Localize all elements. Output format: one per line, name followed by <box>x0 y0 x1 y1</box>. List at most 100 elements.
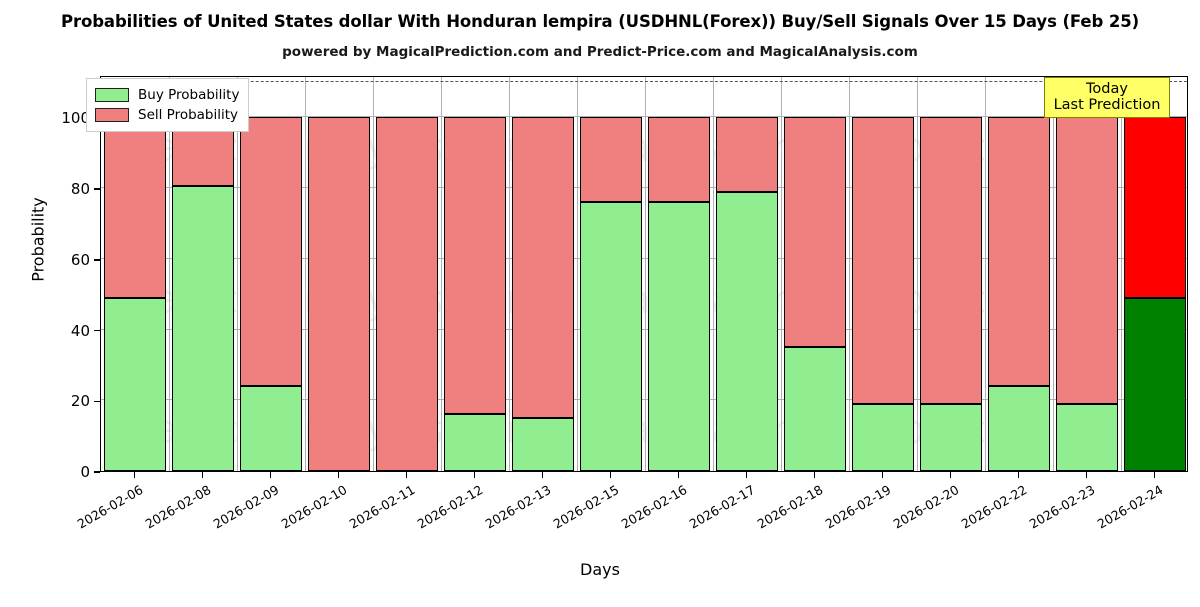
bar-segment-buy <box>1123 297 1187 471</box>
gridline-vertical <box>237 77 238 471</box>
x-tick-mark <box>270 472 272 478</box>
bar-day <box>375 77 439 471</box>
gridline-vertical <box>373 77 374 471</box>
x-tick-mark <box>814 472 816 478</box>
gridline-horizontal <box>101 187 1187 189</box>
y-tick-mark <box>94 188 100 190</box>
chart-legend: Buy Probability Sell Probability <box>86 78 250 132</box>
bar-segment-buy <box>851 403 915 471</box>
legend-label-buy: Buy Probability <box>138 87 240 103</box>
threshold-line <box>101 81 1187 83</box>
gridline-vertical <box>713 77 714 471</box>
bar-segment-buy <box>647 202 711 471</box>
x-tick-mark <box>338 472 340 478</box>
gridline-vertical <box>577 77 578 471</box>
bar-segment-sell <box>1055 117 1119 404</box>
bar-day <box>783 77 847 471</box>
bar-segment-sell <box>239 117 303 387</box>
x-tick-mark <box>746 472 748 478</box>
y-tick-mark <box>94 400 100 402</box>
y-tick-label: 80 <box>70 180 90 199</box>
bar-day <box>307 77 371 471</box>
y-axis-label: Probability <box>28 197 48 282</box>
bar-today <box>1123 77 1187 471</box>
y-tick-label: 40 <box>70 321 90 340</box>
y-tick-label: 100 <box>61 109 90 128</box>
bar-segment-sell <box>987 117 1051 387</box>
legend-label-sell: Sell Probability <box>138 107 239 123</box>
legend-swatch-buy <box>95 88 129 102</box>
bar-segment-sell <box>919 117 983 404</box>
gridline-horizontal <box>101 399 1187 401</box>
bar-segment-buy <box>579 202 643 471</box>
bar-segment-sell <box>1123 117 1187 298</box>
bar-segment-sell <box>715 117 779 192</box>
bar-day <box>647 77 711 471</box>
x-axis-label: Days <box>580 560 620 579</box>
bar-day <box>171 77 235 471</box>
bar-segment-sell <box>851 117 915 404</box>
y-tick-mark <box>94 259 100 261</box>
y-tick-mark <box>94 329 100 332</box>
legend-item-buy: Buy Probability <box>95 85 239 105</box>
x-tick-mark <box>202 472 204 478</box>
bar-segment-buy <box>783 347 847 471</box>
plot-area: MagicalAnalysis.comMagicalPrediction.com… <box>100 76 1188 472</box>
page-title: Probabilities of United States dollar Wi… <box>60 12 1140 31</box>
x-tick-mark <box>882 472 884 478</box>
y-tick-mark <box>94 471 100 473</box>
bar-day <box>579 77 643 471</box>
bar-segment-buy <box>919 403 983 471</box>
gridline-vertical <box>917 77 918 471</box>
gridline-vertical <box>509 77 510 471</box>
bar-day <box>239 77 303 471</box>
bar-segment-sell <box>647 117 711 203</box>
bar-segment-sell <box>511 117 575 418</box>
chart-subtitle: powered by MagicalPrediction.com and Pre… <box>282 44 918 60</box>
gridline-vertical <box>645 77 646 471</box>
x-tick-mark <box>678 472 680 478</box>
bar-day <box>919 77 983 471</box>
x-tick-mark <box>950 472 952 478</box>
today-annotation-line2: Last Prediction <box>1053 97 1161 114</box>
gridline-vertical <box>441 77 442 471</box>
bar-segment-sell <box>783 117 847 348</box>
bar-day <box>1055 77 1119 471</box>
bar-segment-buy <box>103 297 167 471</box>
gridline-vertical <box>781 77 782 471</box>
gridline-vertical <box>305 77 306 471</box>
x-tick-mark <box>1086 472 1088 478</box>
bar-segment-buy <box>511 417 575 471</box>
bar-segment-buy <box>171 186 235 471</box>
x-tick-mark <box>1018 472 1020 478</box>
bar-segment-sell <box>307 117 371 471</box>
x-tick-mark <box>134 472 136 478</box>
gridline-vertical <box>985 77 986 471</box>
gridline-horizontal <box>101 257 1187 259</box>
gridline-vertical <box>1053 77 1054 471</box>
x-tick-mark <box>1154 472 1156 478</box>
bar-day <box>511 77 575 471</box>
bar-segment-buy <box>715 191 779 471</box>
x-tick-mark <box>406 472 408 478</box>
bar-day <box>987 77 1051 471</box>
bar-segment-buy <box>987 386 1051 471</box>
legend-swatch-sell <box>95 108 129 122</box>
y-tick-label: 60 <box>70 250 90 269</box>
gridline-horizontal <box>101 328 1187 330</box>
gridline-vertical <box>849 77 850 471</box>
y-tick-label: 0 <box>80 463 90 481</box>
bar-segment-sell <box>375 117 439 471</box>
bar-segment-buy <box>443 414 507 471</box>
gridline-horizontal <box>101 116 1187 118</box>
bar-day <box>851 77 915 471</box>
x-tick-mark <box>542 472 544 478</box>
bar-segment-sell <box>103 117 167 298</box>
today-annotation: Today Last Prediction <box>1044 77 1170 119</box>
bar-day <box>443 77 507 471</box>
bar-segment-sell <box>443 117 507 415</box>
bar-segment-buy <box>1055 403 1119 471</box>
x-tick-mark <box>474 472 476 478</box>
bar-segment-buy <box>239 386 303 471</box>
